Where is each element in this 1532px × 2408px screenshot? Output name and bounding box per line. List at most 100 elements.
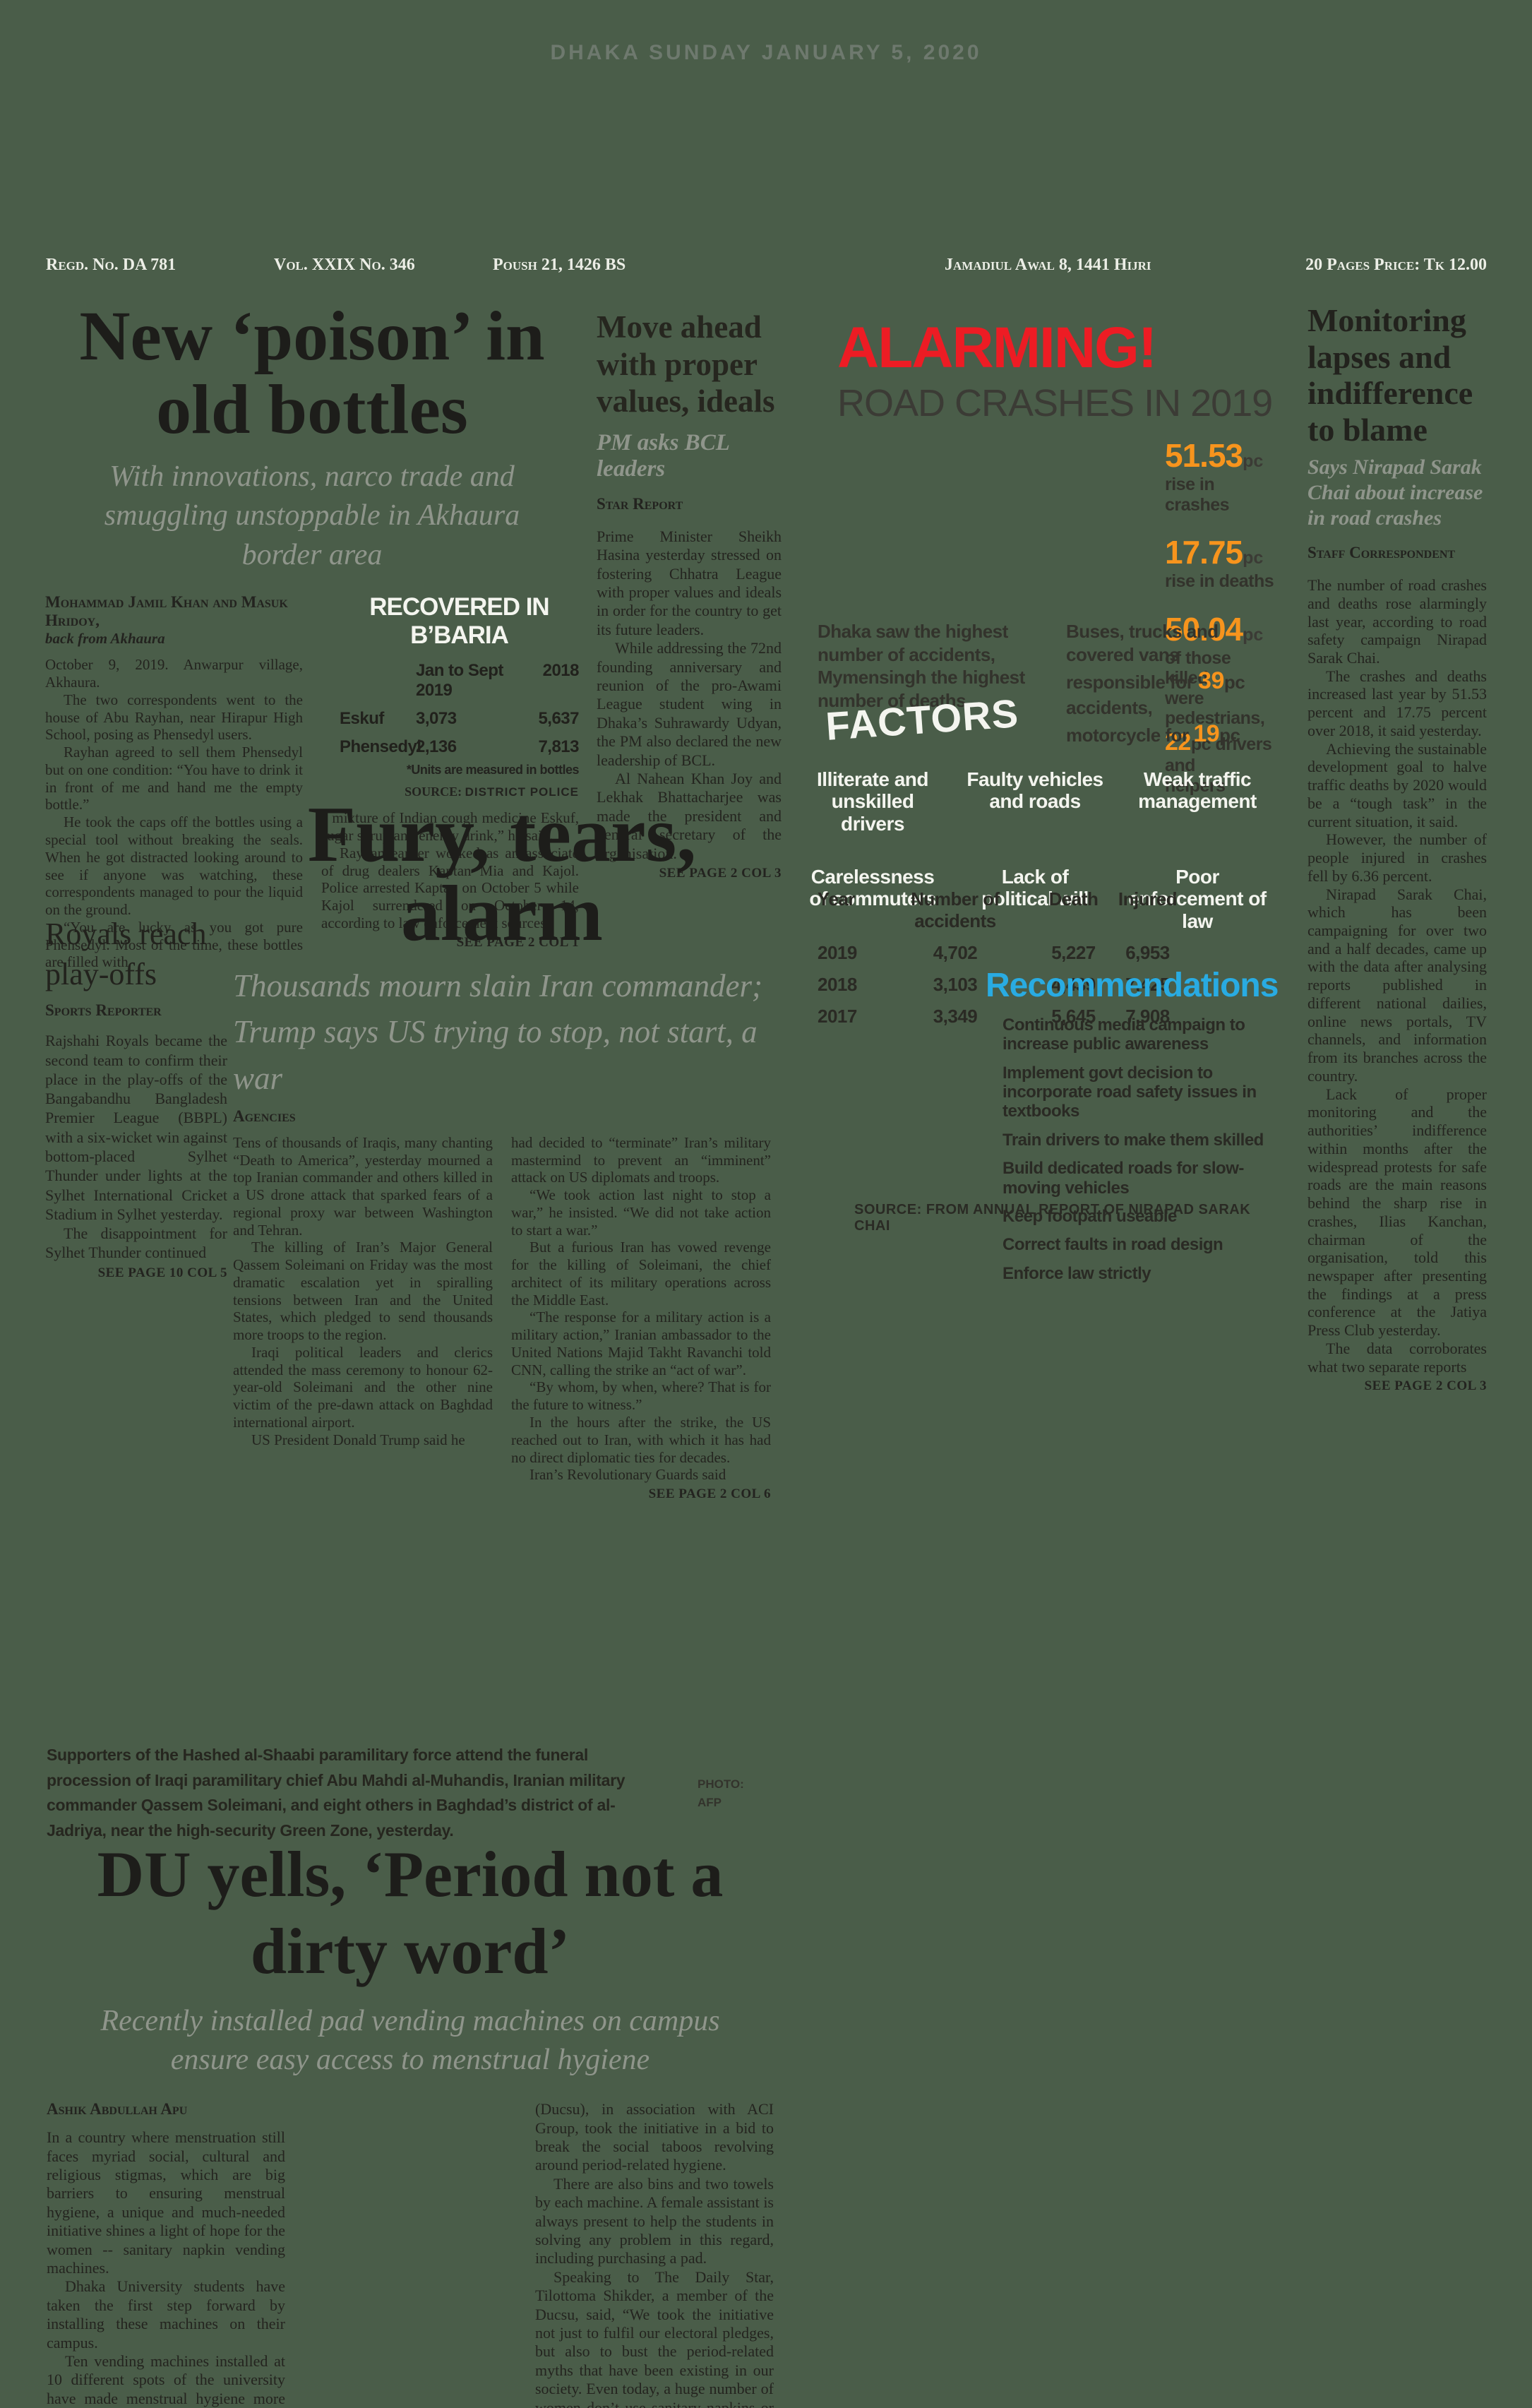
table-header: Death xyxy=(1048,888,1099,910)
masthead-price: 20 Pages Price: Tk 12.00 xyxy=(1305,256,1487,274)
bcl-body: Prime Minister Sheikh Hasina yesterday s… xyxy=(597,528,782,881)
paragraph: There are also bins and two towels by ea… xyxy=(535,2174,774,2267)
infographic-road-crashes: ALARMING! ROAD CRASHES IN 2019 51.53pc r… xyxy=(796,311,1279,1283)
paragraph: The crashes and deaths increased last ye… xyxy=(1307,667,1487,739)
byline: Agencies xyxy=(233,1107,296,1125)
jump-line: SEE PAGE 2 COL 6 xyxy=(648,1486,771,1502)
stats-column: 51.53pc rise in crashes 17.75pc rise in … xyxy=(1165,436,1275,814)
jump-line: SEE PAGE 10 COL 5 xyxy=(97,1265,227,1280)
article-fury-tears-alarm: Fury, tears, alarm Thousands mourn slain… xyxy=(233,795,771,1502)
jump-line: SEE PAGE 2 COL 1 xyxy=(456,934,579,950)
article-du-period: DU yells, ‘Period not a dirty word’ Rece… xyxy=(47,1836,774,2408)
recommendation-item: Build dedicated roads for slow-moving ve… xyxy=(1003,1159,1244,1198)
stat-label: were pedestrians, xyxy=(1165,688,1265,729)
recommendation-item: Correct faults in road design xyxy=(1003,1235,1223,1255)
table-row-label: Phensedyl xyxy=(340,737,421,757)
paragraph: Al Nahean Khan Joy and Lekhak Bhattachar… xyxy=(597,770,782,862)
stat-value: 50.04 xyxy=(1165,610,1243,648)
stat-unit: pc xyxy=(1243,451,1264,471)
infographic-subtitle: ROAD CRASHES IN 2019 xyxy=(837,382,1273,424)
table-cell: 7,425 xyxy=(1125,974,1170,995)
stat-label: 22pc drivers and xyxy=(1165,729,1275,776)
infographic-source: SOURCE: FROM ANNUAL REPORT OF NIRAPAD SA… xyxy=(854,1202,1274,1234)
paragraph: Iran’s Revolutionary Guards said xyxy=(529,1466,726,1484)
masthead-volume: Vol. XXIX No. 346 xyxy=(274,256,415,274)
recommendation-item: Continuous media campaign to increase pu… xyxy=(1003,1015,1245,1054)
article-new-poison: New ‘poison’ in old bottles With innovat… xyxy=(45,297,580,971)
paragraph: a mixture of Indian cough medicine Eskuf… xyxy=(321,809,579,845)
royals-body: Rajshahi Royals became the second team t… xyxy=(45,1031,227,1280)
subtitle-move-ahead: PM asks BCL leaders xyxy=(597,429,729,482)
paragraph: The two correspondents went to the house… xyxy=(45,691,303,744)
masthead-bangla-date: Poush 21, 1426 BS xyxy=(493,256,626,274)
paragraph: In a country where menstruation still fa… xyxy=(47,2128,285,2277)
note-text: responsible for xyxy=(1066,672,1199,693)
paragraph: While addressing the 72nd founding anniv… xyxy=(597,639,782,769)
paragraph: The number of road crashes and deaths ro… xyxy=(1307,576,1487,667)
stat-rise-in-crashes: 51.53pc rise in crashes xyxy=(1165,436,1275,515)
jump-line: SEE PAGE 2 COL 3 xyxy=(1364,1378,1487,1394)
article-monitoring-lapses: Monitoring lapses and indifference to bl… xyxy=(1307,302,1487,1394)
note-text: motorcycle for xyxy=(1066,725,1194,746)
paragraph: Ten vending machines installed at 10 dif… xyxy=(47,2352,285,2407)
table-cell-empty xyxy=(340,661,416,701)
table-cell: 3,349 xyxy=(933,1006,978,1027)
photo-caption: Supporters of the Hashed al-Shaabi param… xyxy=(47,1746,626,1840)
table-cell: 3,103 xyxy=(933,974,978,995)
source-label: SOURCE: xyxy=(854,1202,922,1217)
paragraph: He took the caps off the bottles using a… xyxy=(45,813,303,919)
table-cell: 5,645 xyxy=(1051,1006,1096,1027)
factor-item: Poor enforcement of law xyxy=(1128,866,1267,932)
subtitle-new-poison: With innovations, narco trade and smuggl… xyxy=(104,460,520,571)
paragraph: Rayhan agreed to sell them Phensedyl but… xyxy=(45,744,303,813)
headline-new-poison: New ‘poison’ in old bottles xyxy=(79,297,545,448)
paragraph: Tens of thousands of Iraqis, many chanti… xyxy=(233,1133,493,1239)
infographic-title: ALARMING! xyxy=(837,316,1157,380)
note-buses-trucks: Buses, trucks and covered vans responsib… xyxy=(1066,620,1278,749)
factor-item: Lack of political will xyxy=(981,866,1089,910)
recommendation-item: Train drivers to make them skilled xyxy=(1003,1130,1264,1150)
monitoring-body: The number of road crashes and deaths ro… xyxy=(1307,576,1487,1394)
jump-line: SEE PAGE 2 COL 3 xyxy=(659,865,782,881)
note-text: Buses, trucks and covered vans xyxy=(1066,621,1219,665)
paragraph: October 9, 2019. Anwarpur village, Akhau… xyxy=(45,656,303,691)
article-royals-playoffs: Royals reach play-offs Sports Reporter R… xyxy=(45,914,227,1281)
table-cell: 2019 xyxy=(818,942,857,963)
recovered-title: RECOVERED IN B’BARIA xyxy=(369,593,549,650)
table-cell: 5,637 xyxy=(538,709,579,729)
headline-fury: Fury, tears, alarm xyxy=(307,791,697,958)
stat-unit: pc xyxy=(1243,624,1264,645)
note-value: 39 xyxy=(1198,667,1224,694)
stat-label: helpers xyxy=(1165,775,1226,796)
date-line: DHAKA SUNDAY JANUARY 5, 2020 xyxy=(550,41,982,64)
table-cell: 4,439 xyxy=(1051,974,1096,995)
paragraph: “We took action last night to stop a war… xyxy=(511,1186,771,1239)
table-cell: 4,702 xyxy=(933,942,978,963)
table-note: *Units are measured in bottles xyxy=(406,763,580,777)
paragraph: The killing of Iran’s Major General Qass… xyxy=(233,1239,493,1344)
recovered-stats-box: RECOVERED IN B’BARIA Jan to Sept 2019 20… xyxy=(340,593,580,799)
subtitle-du: Recently installed pad vending machines … xyxy=(100,2005,720,2076)
paragraph: Lack of proper monitoring and the author… xyxy=(1307,1085,1487,1340)
table-header: 2018 xyxy=(542,661,580,681)
stat-label: rise in crashes xyxy=(1165,475,1230,515)
stat-pedestrians-killed: 50.04pc of those killed were pedestrians… xyxy=(1165,610,1275,797)
du-column-2: (Ducsu), in association with ACI Group, … xyxy=(535,2100,774,2408)
paragraph: Prime Minister Sheikh Hasina yesterday s… xyxy=(597,527,782,638)
byline: Star Report xyxy=(597,494,683,513)
table-cell: 2018 xyxy=(818,974,857,995)
stat-rise-in-deaths: 17.75pc rise in deaths xyxy=(1165,533,1275,592)
table-cell: 3,073 xyxy=(416,709,457,729)
recommendation-item: Implement govt decision to incorporate r… xyxy=(1003,1063,1257,1121)
note-text: pc accidents, xyxy=(1066,672,1245,718)
recommendation-item: Keep footpath useable xyxy=(1003,1206,1177,1226)
stat-label: rise in deaths xyxy=(1165,571,1274,591)
headline-royals: Royals reach play-offs xyxy=(45,917,207,992)
paragraph: Rajshahi Royals became the second team t… xyxy=(45,1032,227,1223)
source-value: FROM ANNUAL REPORT OF NIRAPAD SARAK CHAI xyxy=(854,1202,1251,1234)
note-dhaka-accidents: Dhaka saw the highest number of accident… xyxy=(818,621,1025,711)
article-move-ahead: Move ahead with proper values, ideals PM… xyxy=(597,309,782,881)
recommendations-list: Continuous media campaign to increase pu… xyxy=(1003,1015,1279,1292)
masthead-hijri-date: Jamadiul Awal 8, 1441 Hijri xyxy=(945,256,1151,274)
factors-grid: Illiterate and unskilled drivers Faulty … xyxy=(802,768,1268,932)
